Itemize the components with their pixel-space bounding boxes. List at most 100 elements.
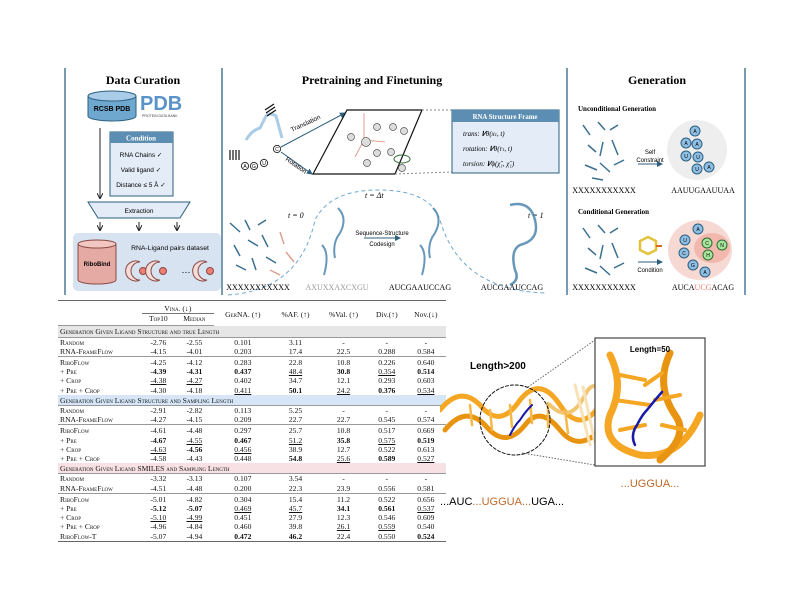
database-label: RCSB PDB — [94, 106, 131, 113]
translation-label: Translation — [290, 114, 322, 134]
method-name: RiboFlow — [58, 356, 142, 368]
svg-text:C: C — [682, 251, 686, 257]
table-cell: 0.209 — [234, 415, 252, 425]
noise-frames — [582, 121, 625, 181]
method-name: + Crop — [60, 444, 81, 454]
pipeline-figure: Data Curation RCSB PDB PDB PROTEIN DATA … — [64, 68, 746, 296]
table-row: + Pre + Crop -4.30 -4.18 0.411 50.1 24.2 0.376… — [58, 386, 446, 395]
generation-panel: Generation Unconditional Generation Self… — [572, 73, 735, 292]
table-cell: 45.7 — [288, 504, 303, 514]
table-cell: -4.27 — [186, 376, 203, 386]
table-cell: 0.519 — [417, 435, 435, 445]
table-cell: 48.4 — [288, 367, 303, 377]
table-row: + Pre -5.12 -5.07 0.469 45.7 34.1 0.561 0.537 — [58, 504, 446, 513]
table-cell: 17.4 — [288, 346, 303, 356]
section-title: Generation Given Ligand Structure and Sa… — [58, 394, 446, 407]
table-row: + Crop -5.10 -4.99 0.451 27.9 12.3 0.546 0.609 — [58, 513, 446, 522]
section-header: Generation Given Ligand SMILES and Sampl… — [58, 463, 446, 475]
table-cell: - — [385, 474, 389, 484]
svg-text:A: A — [703, 270, 707, 276]
tdt-label: t = Δt — [365, 191, 384, 200]
table-cell: 0.472 — [213, 531, 272, 542]
table-cell: -5.07 — [186, 504, 203, 514]
table-cell: 0.517 — [367, 424, 406, 436]
table-cell: -5.01 — [141, 492, 176, 505]
method-name: + Pre — [60, 435, 77, 445]
section-header: Generation Given Ligand Structure and Sa… — [58, 394, 446, 407]
table-cell: 11.2 — [319, 492, 368, 505]
table-cell: 0.540 — [417, 522, 435, 532]
table-cell: -4.39 — [150, 367, 167, 377]
sequence-t1: AUCGAAUCCAG — [481, 283, 543, 292]
table-row: RiboFlow-T -5.07 -4.94 0.472 46.2 22.4 0.550 0.… — [58, 531, 446, 542]
method-name: Random — [60, 337, 84, 347]
table-cell: 0.107 — [234, 474, 252, 484]
table-cell: 0.514 — [417, 367, 435, 377]
table-cell: -5.10 — [150, 513, 167, 523]
frame-rotation: rotation: 𝑽θ(rₜ, t) — [463, 145, 513, 153]
table-cell: 10.8 — [319, 424, 368, 436]
table-cell: 0.437 — [234, 367, 252, 377]
method-name: + Pre — [60, 504, 77, 514]
results-table: Vina. (↓) GerNA. (↑) %AF. (↑) %Val. (↑) … — [58, 299, 446, 542]
col-median: Median — [175, 313, 214, 327]
table-cell: 0.589 — [378, 454, 396, 464]
table-cell: 27.9 — [288, 513, 303, 523]
method-name: RiboFlow — [58, 424, 142, 436]
table-cell: -4.15 — [186, 415, 203, 425]
table-cell: 23.9 — [336, 483, 351, 493]
table-cell: 0.559 — [378, 522, 396, 532]
table-cell: 0.640 — [405, 356, 446, 368]
table-cell: 22.7 — [288, 415, 303, 425]
inset-sequence: ...UGGUA... — [621, 478, 680, 490]
table-cell: - — [424, 406, 428, 416]
svg-text:A: A — [693, 129, 697, 135]
table-cell: -4.27 — [150, 415, 167, 425]
pretraining-panel: Pretraining and Finetuning A G U C Trans… — [226, 73, 560, 296]
database-cylinder-icon: RCSB PDB — [87, 90, 137, 122]
table-cell: 12.7 — [336, 444, 351, 454]
col-nov: Nov.(↓) — [405, 299, 446, 326]
section-title: Generation Given Ligand SMILES and Sampl… — [58, 463, 446, 475]
table-row: RiboFlow -4.61 -4.48 0.297 25.7 10.8 0.517 0.66… — [58, 424, 446, 436]
table-cell: 0.402 — [234, 376, 252, 386]
frame-torsion: torsion: 𝑽ϕ(χ̂₁, χ̂₁) — [463, 160, 515, 168]
svg-text:…: … — [182, 265, 191, 275]
table-cell: 0.411 — [234, 385, 252, 395]
noise-frames — [582, 224, 625, 276]
table-cell: 0.581 — [417, 483, 435, 493]
condition-box: Condition RNA Chains ✓ Valid ligand ✓ Di… — [109, 131, 174, 197]
self-constraint-label: Constraint — [636, 158, 664, 164]
rna-secondary-structure: A G U C — [229, 103, 284, 171]
pretraining-title: Pretraining and Finetuning — [302, 73, 442, 87]
table-cell: -4.38 — [150, 376, 167, 386]
table-cell: 12.1 — [336, 376, 351, 386]
method-name: + Pre + Crop — [60, 385, 100, 395]
rna-ligand-pair-icons — [125, 260, 214, 282]
col-af: %AF. (↑) — [271, 299, 320, 326]
svg-text:G: G — [691, 263, 695, 269]
conditional-nucleotides: A U C G A C N H — [678, 223, 728, 278]
table-cell: 0.561 — [378, 504, 396, 514]
table-cell: - — [342, 474, 345, 484]
table-cell: 15.4 — [271, 492, 320, 505]
table-row: + Crop -4.38 -4.27 0.402 34.7 12.1 0.293 0.603 — [58, 376, 446, 385]
table-cell: 0.460 — [234, 522, 252, 532]
table-cell: -4.94 — [175, 531, 214, 542]
table-cell: -4.56 — [186, 444, 203, 454]
table-cell: 0.575 — [378, 435, 396, 445]
table-cell: -4.96 — [150, 522, 167, 532]
table-cell: 0.545 — [378, 415, 396, 425]
method-name: Random — [60, 406, 84, 416]
table-row: Random -2.76 -2.55 0.101 3.11 - - - — [58, 337, 446, 347]
table-cell: 0.304 — [213, 492, 272, 505]
table-cell: 39.8 — [288, 522, 303, 532]
table-cell: 0.101 — [234, 337, 252, 347]
data-curation-panel: Data Curation RCSB PDB PDB PROTEIN DATA … — [73, 73, 221, 291]
table-cell: -4.55 — [186, 435, 203, 445]
svg-text:H: H — [706, 253, 710, 259]
table-cell: -4.67 — [150, 435, 167, 445]
uncond-output-sequence: AAUUGAAUUAA — [671, 186, 735, 195]
method-name: + Crop — [60, 376, 81, 386]
table-cell: 50.1 — [288, 385, 303, 395]
